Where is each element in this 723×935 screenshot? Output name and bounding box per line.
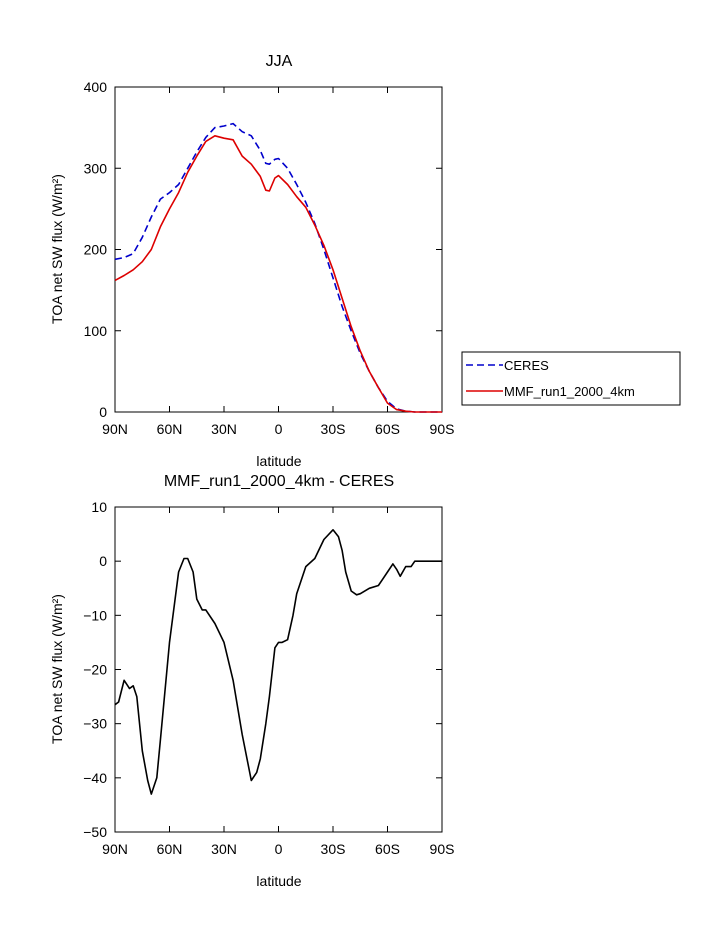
bottom-plot-xlabel: latitude (256, 873, 301, 889)
bottom-ytick-label: −50 (83, 824, 107, 840)
bottom-ytick-label: 10 (91, 499, 107, 515)
top-plot: JJA 90N 60N 30N 0 30S 60S 90S 0 100 200 300 400 lat… (49, 53, 454, 469)
bottom-xtick-label: 30S (321, 841, 346, 857)
bottom-ytick-label: 0 (99, 553, 107, 569)
bottom-xtick-label: 30N (211, 841, 237, 857)
top-xtick-label: 30S (321, 421, 346, 437)
bottom-plot-series (114, 528, 442, 795)
top-ytick-label: 300 (84, 160, 108, 176)
bottom-xtick-label: 90N (102, 841, 128, 857)
top-plot-series (114, 122, 442, 413)
top-xtick-label: 60S (375, 421, 400, 437)
bottom-ytick-label: −20 (83, 662, 107, 678)
top-series-ceres-line (114, 122, 442, 413)
top-ytick-label: 400 (84, 79, 108, 95)
top-ytick-label: 100 (84, 323, 108, 339)
top-series-mmf-run1-2000-4km-line (114, 135, 442, 413)
top-xtick-label: 90N (102, 421, 128, 437)
top-plot-ticks: 90N 60N 30N 0 30S 60S 90S 0 100 200 300 400 (84, 79, 455, 437)
bottom-ytick-label: −10 (83, 607, 107, 623)
bottom-series-series-0-line (114, 528, 442, 795)
top-xtick-label: 90S (430, 421, 455, 437)
top-plot-ylabel: TOA net SW flux (W/m²) (49, 174, 65, 324)
top-xtick-label: 0 (275, 421, 283, 437)
top-plot-frame (114, 86, 443, 413)
bottom-xtick-label: 90S (430, 841, 455, 857)
top-plot-xlabel: latitude (256, 453, 301, 469)
legend: CERES MMF_run1_2000_4km (461, 351, 681, 406)
bottom-xtick-label: 0 (275, 841, 283, 857)
legend-frame (461, 351, 681, 406)
legend-mmf-label: MMF_run1_2000_4km (504, 384, 635, 399)
bottom-ytick-label: −30 (83, 716, 107, 732)
top-plot-title: JJA (266, 53, 293, 70)
bottom-xtick-label: 60S (375, 841, 400, 857)
top-ytick-label: 0 (99, 404, 107, 420)
bottom-ytick-label: −40 (83, 770, 107, 786)
top-xtick-label: 30N (211, 421, 237, 437)
top-ytick-label: 200 (84, 242, 108, 258)
bottom-xtick-label: 60N (157, 841, 183, 857)
top-xtick-label: 60N (157, 421, 183, 437)
bottom-plot-frame (114, 506, 443, 833)
bottom-plot-title: MMF_run1_2000_4km - CERES (164, 473, 394, 490)
bottom-plot-ticks: 90N 60N 30N 0 30S 60S 90S −50 −40 −30 −20 −10 0 10 (83, 499, 454, 857)
legend-ceres-label: CERES (504, 358, 549, 373)
bottom-plot: MMF_run1_2000_4km - CERES 90N 60N 30N 0 30S 6… (49, 473, 454, 889)
bottom-plot-ylabel: TOA net SW flux (W/m²) (49, 594, 65, 744)
